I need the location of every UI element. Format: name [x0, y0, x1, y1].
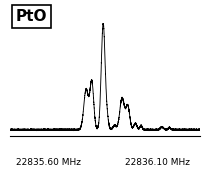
- Text: PtO: PtO: [16, 9, 48, 24]
- Text: 22836.10 MHz: 22836.10 MHz: [124, 158, 190, 167]
- Text: 22835.60 MHz: 22835.60 MHz: [16, 158, 82, 167]
